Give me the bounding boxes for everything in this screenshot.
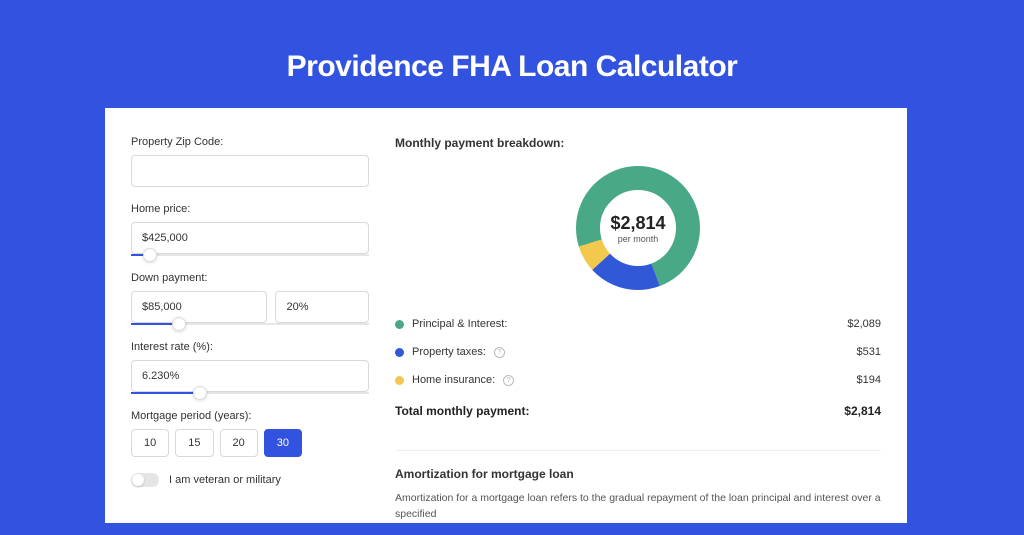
breakdown-total-row: Total monthly payment: $2,814	[395, 394, 881, 432]
calculator-card: Property Zip Code: Home price: Down paym…	[105, 108, 907, 523]
down-payment-slider[interactable]	[131, 323, 369, 325]
zip-input[interactable]	[131, 155, 369, 187]
interest-field: Interest rate (%):	[131, 341, 369, 394]
down-payment-pct-input[interactable]	[275, 291, 369, 323]
veteran-row: I am veteran or military	[131, 473, 369, 487]
total-label: Total monthly payment:	[395, 404, 529, 418]
form-column: Property Zip Code: Home price: Down paym…	[131, 136, 369, 523]
home-price-label: Home price:	[131, 203, 369, 215]
period-option-10[interactable]: 10	[131, 429, 169, 457]
donut-sublabel: per month	[618, 234, 659, 244]
breakdown-item-value: $531	[857, 346, 881, 358]
period-option-20[interactable]: 20	[220, 429, 258, 457]
breakdown-item-value: $194	[857, 374, 881, 386]
zip-field: Property Zip Code:	[131, 136, 369, 187]
legend-dot	[395, 376, 404, 385]
down-payment-label: Down payment:	[131, 272, 369, 284]
period-field: Mortgage period (years): 10152030	[131, 410, 369, 457]
breakdown-column: Monthly payment breakdown: $2,814 per mo…	[395, 136, 881, 523]
period-label: Mortgage period (years):	[131, 410, 369, 422]
breakdown-item-label: Property taxes:	[412, 346, 486, 358]
interest-slider[interactable]	[131, 392, 369, 394]
breakdown-item-label: Home insurance:	[412, 374, 495, 386]
down-payment-field: Down payment:	[131, 272, 369, 325]
info-icon[interactable]: ?	[503, 375, 514, 386]
period-option-15[interactable]: 15	[175, 429, 213, 457]
amortization-heading: Amortization for mortgage loan	[395, 450, 881, 481]
breakdown-row: Home insurance:? $194	[395, 366, 881, 394]
down-payment-amount-input[interactable]	[131, 291, 267, 323]
payment-donut-chart: $2,814 per month	[574, 164, 702, 292]
interest-label: Interest rate (%):	[131, 341, 369, 353]
interest-input[interactable]	[131, 360, 369, 392]
home-price-field: Home price:	[131, 203, 369, 256]
total-value: $2,814	[844, 404, 881, 418]
home-price-slider[interactable]	[131, 254, 369, 256]
breakdown-item-label: Principal & Interest:	[412, 318, 507, 330]
legend-dot	[395, 320, 404, 329]
donut-amount: $2,814	[610, 213, 665, 234]
breakdown-row: Property taxes:? $531	[395, 338, 881, 366]
period-options: 10152030	[131, 429, 369, 457]
breakdown-list: Principal & Interest: $2,089 Property taxe…	[395, 310, 881, 394]
period-option-30[interactable]: 30	[264, 429, 302, 457]
breakdown-heading: Monthly payment breakdown:	[395, 136, 881, 150]
veteran-toggle[interactable]	[131, 473, 159, 487]
breakdown-row: Principal & Interest: $2,089	[395, 310, 881, 338]
zip-label: Property Zip Code:	[131, 136, 369, 148]
home-price-input[interactable]	[131, 222, 369, 254]
page-title: Providence FHA Loan Calculator	[105, 50, 919, 84]
amortization-text: Amortization for a mortgage loan refers …	[395, 491, 881, 523]
legend-dot	[395, 348, 404, 357]
breakdown-item-value: $2,089	[847, 318, 881, 330]
veteran-label: I am veteran or military	[169, 474, 281, 486]
info-icon[interactable]: ?	[494, 347, 505, 358]
